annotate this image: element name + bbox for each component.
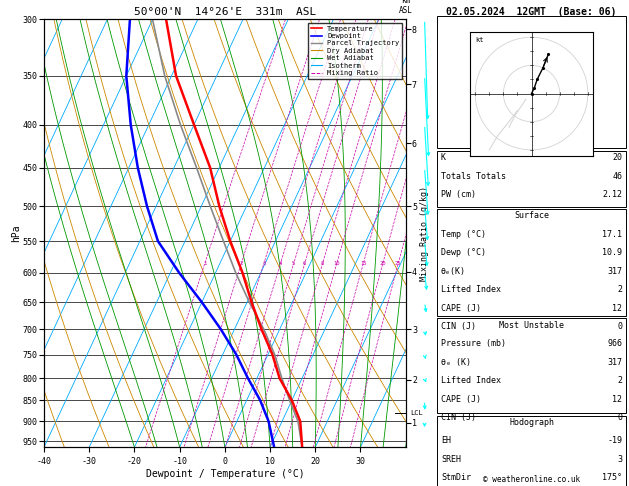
Text: 0: 0 [617,322,622,331]
Text: Totals Totals: Totals Totals [441,172,506,181]
Text: 12: 12 [612,395,622,404]
Text: StmDir: StmDir [441,473,471,483]
Text: 5: 5 [292,261,295,266]
Text: 317: 317 [607,267,622,276]
Text: K: K [441,153,446,162]
Text: Temp (°C): Temp (°C) [441,230,486,239]
Y-axis label: Mixing Ratio (g/kg): Mixing Ratio (g/kg) [420,186,429,281]
Y-axis label: hPa: hPa [11,225,21,242]
Text: 966: 966 [607,339,622,348]
Text: 0: 0 [617,413,622,422]
Text: 02.05.2024  12GMT  (Base: 06): 02.05.2024 12GMT (Base: 06) [447,7,616,17]
Text: CIN (J): CIN (J) [441,322,476,331]
Text: Most Unstable: Most Unstable [499,321,564,330]
Text: 15: 15 [360,261,367,266]
Text: © weatheronline.co.uk: © weatheronline.co.uk [483,474,580,484]
Text: 10.9: 10.9 [602,248,622,258]
Text: 17.1: 17.1 [602,230,622,239]
Text: 4: 4 [279,261,282,266]
X-axis label: Dewpoint / Temperature (°C): Dewpoint / Temperature (°C) [145,469,304,479]
Text: 20: 20 [379,261,386,266]
Legend: Temperature, Dewpoint, Parcel Trajectory, Dry Adiabat, Wet Adiabat, Isotherm, Mi: Temperature, Dewpoint, Parcel Trajectory… [308,23,402,79]
Text: 8: 8 [321,261,324,266]
Text: PW (cm): PW (cm) [441,190,476,199]
Text: Pressure (mb): Pressure (mb) [441,339,506,348]
Text: 2: 2 [617,376,622,385]
Text: 3: 3 [262,261,265,266]
Bar [437,318,626,413]
Text: 317: 317 [607,358,622,367]
Text: 2.12: 2.12 [602,190,622,199]
Text: Hodograph: Hodograph [509,418,554,427]
Text: 1: 1 [203,261,206,266]
Text: 10: 10 [333,261,340,266]
Text: CIN (J): CIN (J) [441,413,476,422]
Text: 2: 2 [617,285,622,295]
Text: CAPE (J): CAPE (J) [441,304,481,313]
Text: 25: 25 [395,261,401,266]
Bar [437,16,626,148]
Text: Lifted Index: Lifted Index [441,376,501,385]
Text: θₑ(K): θₑ(K) [441,267,466,276]
Text: km
ASL: km ASL [399,0,413,15]
Text: -19: -19 [607,436,622,446]
Bar [437,209,626,316]
Bar [437,416,626,486]
Text: Lifted Index: Lifted Index [441,285,501,295]
Text: EH: EH [441,436,451,446]
Text: θₑ (K): θₑ (K) [441,358,471,367]
Text: SREH: SREH [441,455,461,464]
Text: Surface: Surface [514,211,549,221]
Text: 46: 46 [612,172,622,181]
Text: kt: kt [475,37,484,43]
Text: CAPE (J): CAPE (J) [441,395,481,404]
Text: 20: 20 [612,153,622,162]
Text: Dewp (°C): Dewp (°C) [441,248,486,258]
Text: 3: 3 [617,455,622,464]
Text: 175°: 175° [602,473,622,483]
Text: LCL: LCL [410,410,423,416]
Text: 6: 6 [303,261,306,266]
Title: 50°00'N  14°26'E  331m  ASL: 50°00'N 14°26'E 331m ASL [134,7,316,17]
Text: 2: 2 [240,261,243,266]
Bar [437,151,626,207]
Text: 12: 12 [612,304,622,313]
